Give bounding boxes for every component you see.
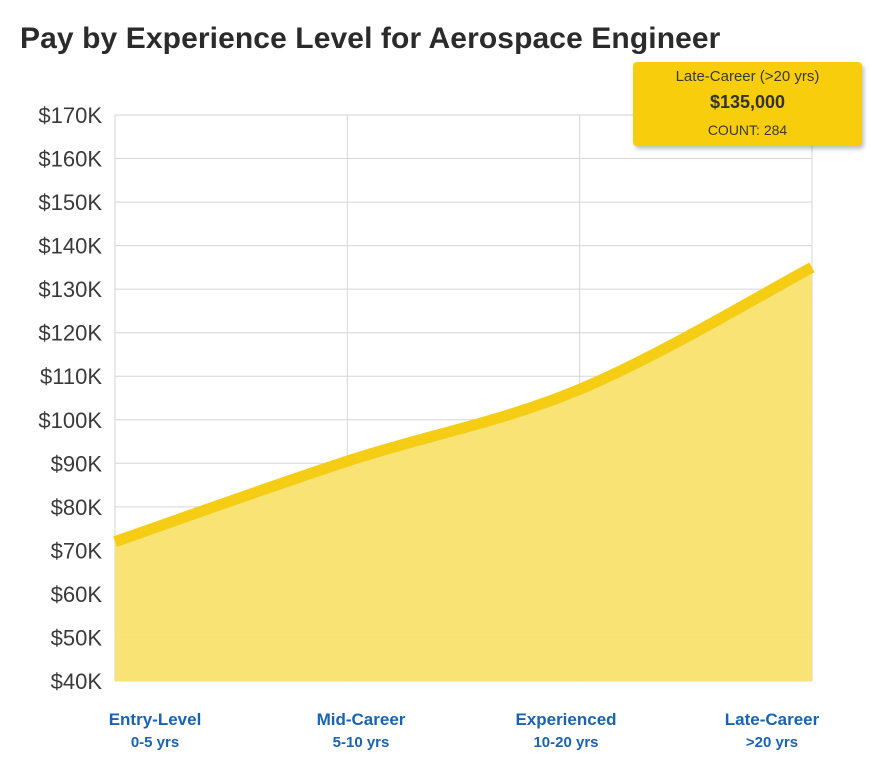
x-category-label: Experienced <box>515 710 616 729</box>
y-tick-label: $80K <box>51 495 103 520</box>
x-category-label: Mid-Career <box>317 710 406 729</box>
chart-title: Pay by Experience Level for Aerospace En… <box>20 22 721 55</box>
y-tick-label: $140K <box>38 234 102 259</box>
y-tick-label: $150K <box>38 190 102 215</box>
y-tick-label: $130K <box>38 277 102 302</box>
y-tick-label: $90K <box>51 451 103 476</box>
y-tick-label: $70K <box>51 538 103 563</box>
data-tooltip: Late-Career (>20 yrs) $135,000 COUNT: 28… <box>633 62 862 146</box>
data-point[interactable] <box>111 538 119 546</box>
tooltip-count: COUNT: 284 <box>707 122 788 138</box>
x-axis: Entry-Level 0-5 yrs Mid-Career 5-10 yrs Expe… <box>109 710 820 751</box>
data-point[interactable] <box>808 263 816 271</box>
data-point[interactable] <box>576 385 584 393</box>
tooltip-value: $135,000 <box>709 92 786 112</box>
y-tick-label: $60K <box>51 582 103 607</box>
x-category-sublabel: >20 yrs <box>746 734 798 751</box>
x-category-label: Late-Career <box>725 710 820 729</box>
y-tick-label: $100K <box>38 408 102 433</box>
y-tick-label: $110K <box>40 364 102 389</box>
y-tick-label: $50K <box>51 625 103 650</box>
y-tick-label: $120K <box>38 321 102 346</box>
x-category-label: Entry-Level <box>109 710 202 729</box>
series-line <box>113 262 815 547</box>
y-axis: $40K $50K $60K $70K $80K $90K $100K $110K $120K $… <box>38 103 102 694</box>
y-tick-label: $160K <box>38 147 102 172</box>
x-category-sublabel: 0-5 yrs <box>131 734 179 751</box>
data-point[interactable] <box>343 457 351 465</box>
x-category-sublabel: 5-10 yrs <box>333 734 390 751</box>
y-tick-label: $170K <box>38 103 102 128</box>
area-fill <box>115 267 812 681</box>
tooltip-label: Late-Career (>20 yrs) <box>675 68 820 85</box>
x-category-sublabel: 10-20 yrs <box>533 734 598 751</box>
y-tick-label: $40K <box>51 669 103 694</box>
